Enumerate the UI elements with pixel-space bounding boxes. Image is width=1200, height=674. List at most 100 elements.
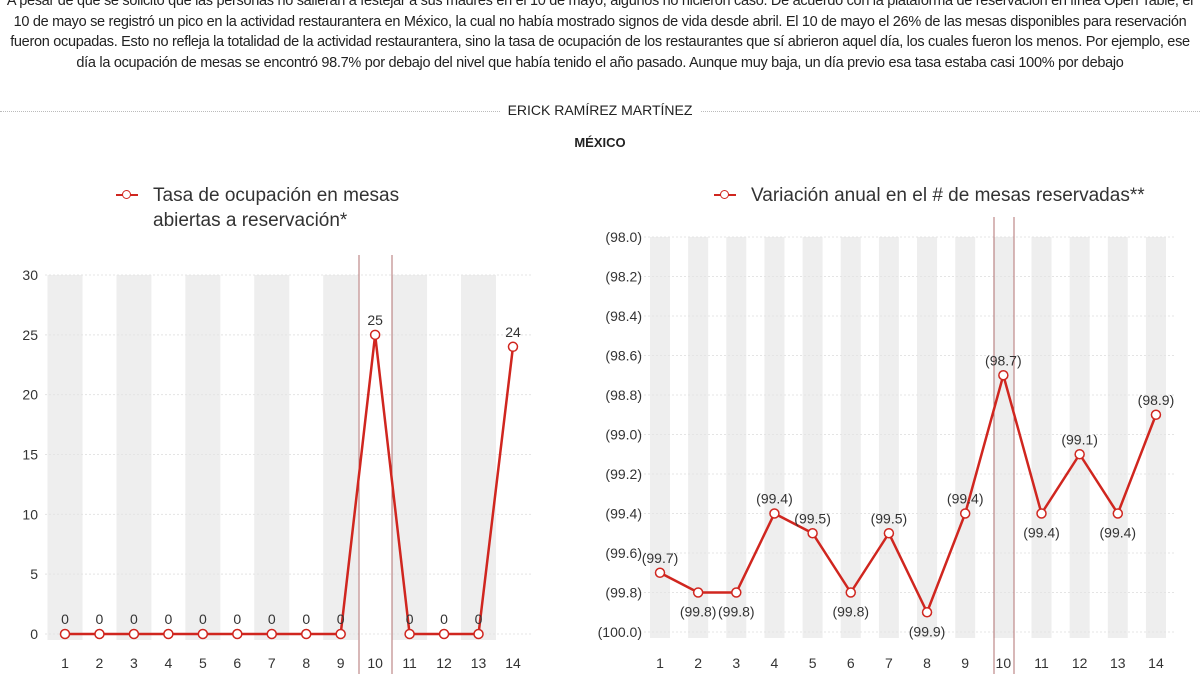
x-tick-label: 3	[732, 655, 740, 671]
data-point	[654, 567, 666, 578]
x-tick-label: 1	[61, 655, 69, 671]
y-tick-label: 0	[30, 626, 38, 642]
data-label: 0	[61, 611, 69, 627]
stripe	[878, 237, 899, 638]
y-tick-label: (98.0)	[605, 229, 642, 245]
legend-left: Tasa de ocupación en mesas abiertas a re…	[116, 183, 399, 233]
x-tick-label: 3	[130, 655, 138, 671]
data-point	[1150, 409, 1162, 420]
data-label: (99.4)	[1100, 525, 1137, 541]
stripe	[726, 237, 747, 638]
data-point	[921, 607, 933, 618]
author: ERICK RAMÍREZ MARTÍNEZ	[499, 102, 701, 118]
stripe	[955, 237, 976, 638]
data-point	[369, 329, 381, 341]
data-label: (99.7)	[642, 550, 679, 566]
y-tick-label: 15	[22, 447, 38, 463]
stripe	[116, 275, 152, 640]
data-point	[959, 508, 971, 519]
legend-right: Variación anual en el # de mesas reserva…	[714, 183, 1145, 208]
y-tick-label: (98.4)	[605, 308, 642, 324]
data-point	[807, 528, 818, 539]
stripe	[993, 237, 1014, 638]
stripe	[254, 275, 290, 640]
x-tick-label: 10	[996, 655, 1012, 671]
series-line	[659, 370, 1158, 616]
data-label: (99.4)	[947, 491, 984, 507]
data-label: (99.8)	[680, 604, 717, 620]
data-label: (99.8)	[832, 604, 869, 620]
x-tick-label: 7	[268, 655, 276, 671]
y-tick-label: (99.4)	[605, 506, 642, 522]
data-point	[163, 628, 174, 640]
data-label: 0	[302, 611, 310, 627]
y-tick-label: 30	[22, 267, 38, 283]
y-tick-label: (99.8)	[605, 585, 642, 601]
legend-marker-icon	[714, 190, 736, 199]
stripe	[802, 237, 823, 638]
data-label: 0	[130, 611, 138, 627]
legend-label: Variación anual en el # de mesas reserva…	[751, 185, 1145, 206]
data-label: 0	[164, 611, 172, 627]
x-tick-label: 5	[809, 655, 817, 671]
y-tick-label: (100.0)	[598, 624, 642, 640]
y-tick-label: (98.2)	[605, 269, 642, 285]
x-tick-label: 1	[656, 655, 664, 671]
data-label: 0	[268, 611, 276, 627]
data-point	[404, 628, 415, 640]
data-point	[335, 628, 346, 640]
data-label: (99.1)	[1061, 431, 1098, 447]
x-tick-label: 6	[847, 655, 855, 671]
data-point	[507, 341, 519, 353]
data-point	[692, 587, 704, 598]
data-label: (99.5)	[871, 510, 908, 526]
stripe	[688, 237, 709, 638]
x-tick-label: 12	[436, 655, 452, 671]
x-tick-label: 9	[337, 655, 345, 671]
data-point	[769, 508, 780, 519]
data-point	[883, 528, 895, 539]
x-tick-label: 11	[1034, 655, 1049, 671]
intro-paragraph: A pesar de que se solicitó que las perso…	[6, 0, 1194, 71]
legend-label-line1: Tasa de ocupación en mesas	[153, 185, 400, 206]
data-label: 0	[406, 611, 414, 627]
stripe	[47, 275, 83, 640]
y-tick-label: (99.2)	[605, 466, 642, 482]
stripe	[323, 275, 359, 640]
data-point	[94, 628, 105, 640]
x-tick-label: 4	[164, 655, 172, 671]
x-tick-label: 5	[199, 655, 207, 671]
data-label: 24	[505, 324, 521, 340]
data-point	[59, 628, 71, 640]
stripe	[840, 237, 861, 638]
x-tick-label: 2	[96, 655, 104, 671]
legend-marker-icon	[116, 190, 138, 199]
y-tick-label: (98.6)	[605, 348, 642, 364]
data-label: (99.5)	[794, 510, 831, 526]
y-tick-label: (99.6)	[605, 545, 642, 561]
stripe	[1069, 237, 1090, 638]
data-point	[128, 628, 140, 640]
data-label: 0	[440, 611, 448, 627]
data-point	[473, 628, 484, 640]
data-point	[300, 628, 312, 640]
x-tick-label: 7	[885, 655, 893, 671]
data-point	[266, 628, 278, 640]
stripe	[392, 275, 428, 640]
data-label: (98.9)	[1138, 392, 1175, 408]
y-tick-label: 10	[22, 506, 38, 522]
x-tick-label: 14	[505, 655, 521, 671]
data-point	[232, 628, 243, 640]
x-tick-label: 12	[1072, 655, 1088, 671]
data-label: (99.8)	[718, 604, 755, 620]
data-point	[731, 587, 742, 598]
data-label: 25	[367, 312, 383, 328]
data-label: 0	[337, 611, 345, 627]
y-tick-label: 5	[30, 566, 38, 582]
data-point	[998, 370, 1009, 381]
stripe	[1145, 237, 1166, 638]
stripe	[650, 237, 670, 638]
data-label: 0	[96, 611, 104, 627]
stripe	[1107, 237, 1128, 638]
